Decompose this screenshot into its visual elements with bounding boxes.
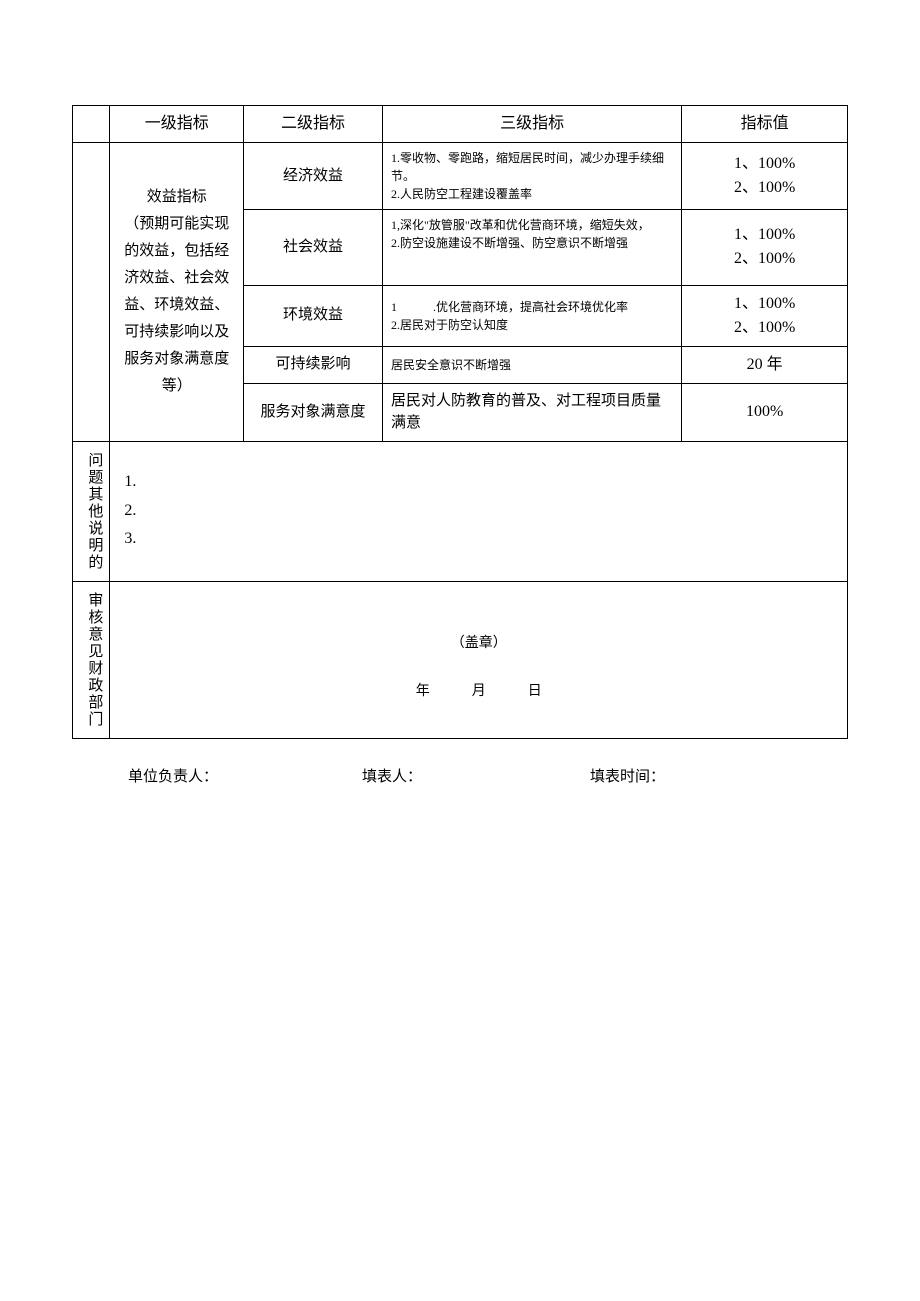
- footer: 单位负责人： 填表人： 填表时间：: [72, 739, 848, 786]
- footer-person1: 单位负责人：: [128, 765, 328, 786]
- audit-label: 审核意见财政部门: [73, 581, 110, 738]
- header-level3: 三级指标: [382, 106, 681, 143]
- indicator-table: 一级指标 二级指标 三级指标 指标值 效益指标（预期可能实现的效益，包括经济效益…: [72, 105, 848, 739]
- footer-time: 填表时间：: [562, 765, 790, 786]
- header-blank: [73, 106, 110, 143]
- audit-date: 年 月 日: [110, 668, 847, 716]
- audit-content: （盖章） 年 月 日: [110, 581, 848, 738]
- value-satisfaction: 100%: [682, 383, 848, 441]
- level2-environment: 环境效益: [244, 285, 383, 346]
- other-notes-content: 1.2.3.: [110, 441, 848, 581]
- level2-social: 社会效益: [244, 210, 383, 286]
- header-value: 指标值: [682, 106, 848, 143]
- value-environment: 1、100%2、100%: [682, 285, 848, 346]
- level2-economic: 经济效益: [244, 143, 383, 210]
- header-row: 一级指标 二级指标 三级指标 指标值: [73, 106, 848, 143]
- row-other-notes: 问题其他说明的 1.2.3.: [73, 441, 848, 581]
- benefit-indicator-title: 效益指标（预期可能实现的效益，包括经济效益、社会效益、环境效益、可持续影响以及服…: [110, 143, 244, 442]
- value-sustain: 20 年: [682, 346, 848, 383]
- header-level1: 一级指标: [110, 106, 244, 143]
- side-blank: [73, 143, 110, 442]
- value-economic: 1、100%2、100%: [682, 143, 848, 210]
- row-audit: 审核意见财政部门 （盖章） 年 月 日: [73, 581, 848, 738]
- level3-economic: 1.零收物、零跑路，缩短居民时间，减少办理手续细节。2.人民防空工程建设覆盖率: [382, 143, 681, 210]
- level2-satisfaction: 服务对象满意度: [244, 383, 383, 441]
- footer-person2: 填表人：: [328, 765, 562, 786]
- level3-social: 1,深化"放管服"改革和优化营商环境，缩短失效，2.防空设施建设不断增强、防空意…: [382, 210, 681, 286]
- level3-sustain: 居民安全意识不断增强: [382, 346, 681, 383]
- other-notes-label: 问题其他说明的: [73, 441, 110, 581]
- header-level2: 二级指标: [244, 106, 383, 143]
- audit-stamp: （盖章）: [110, 620, 847, 668]
- level2-sustain: 可持续影响: [244, 346, 383, 383]
- row-economic: 效益指标（预期可能实现的效益，包括经济效益、社会效益、环境效益、可持续影响以及服…: [73, 143, 848, 210]
- level3-satisfaction: 居民对人防教育的普及、对工程项目质量满意: [382, 383, 681, 441]
- level3-environment: 1 .优化营商环境，提高社会环境优化率2.居民对于防空认知度: [382, 285, 681, 346]
- value-social: 1、100%2、100%: [682, 210, 848, 286]
